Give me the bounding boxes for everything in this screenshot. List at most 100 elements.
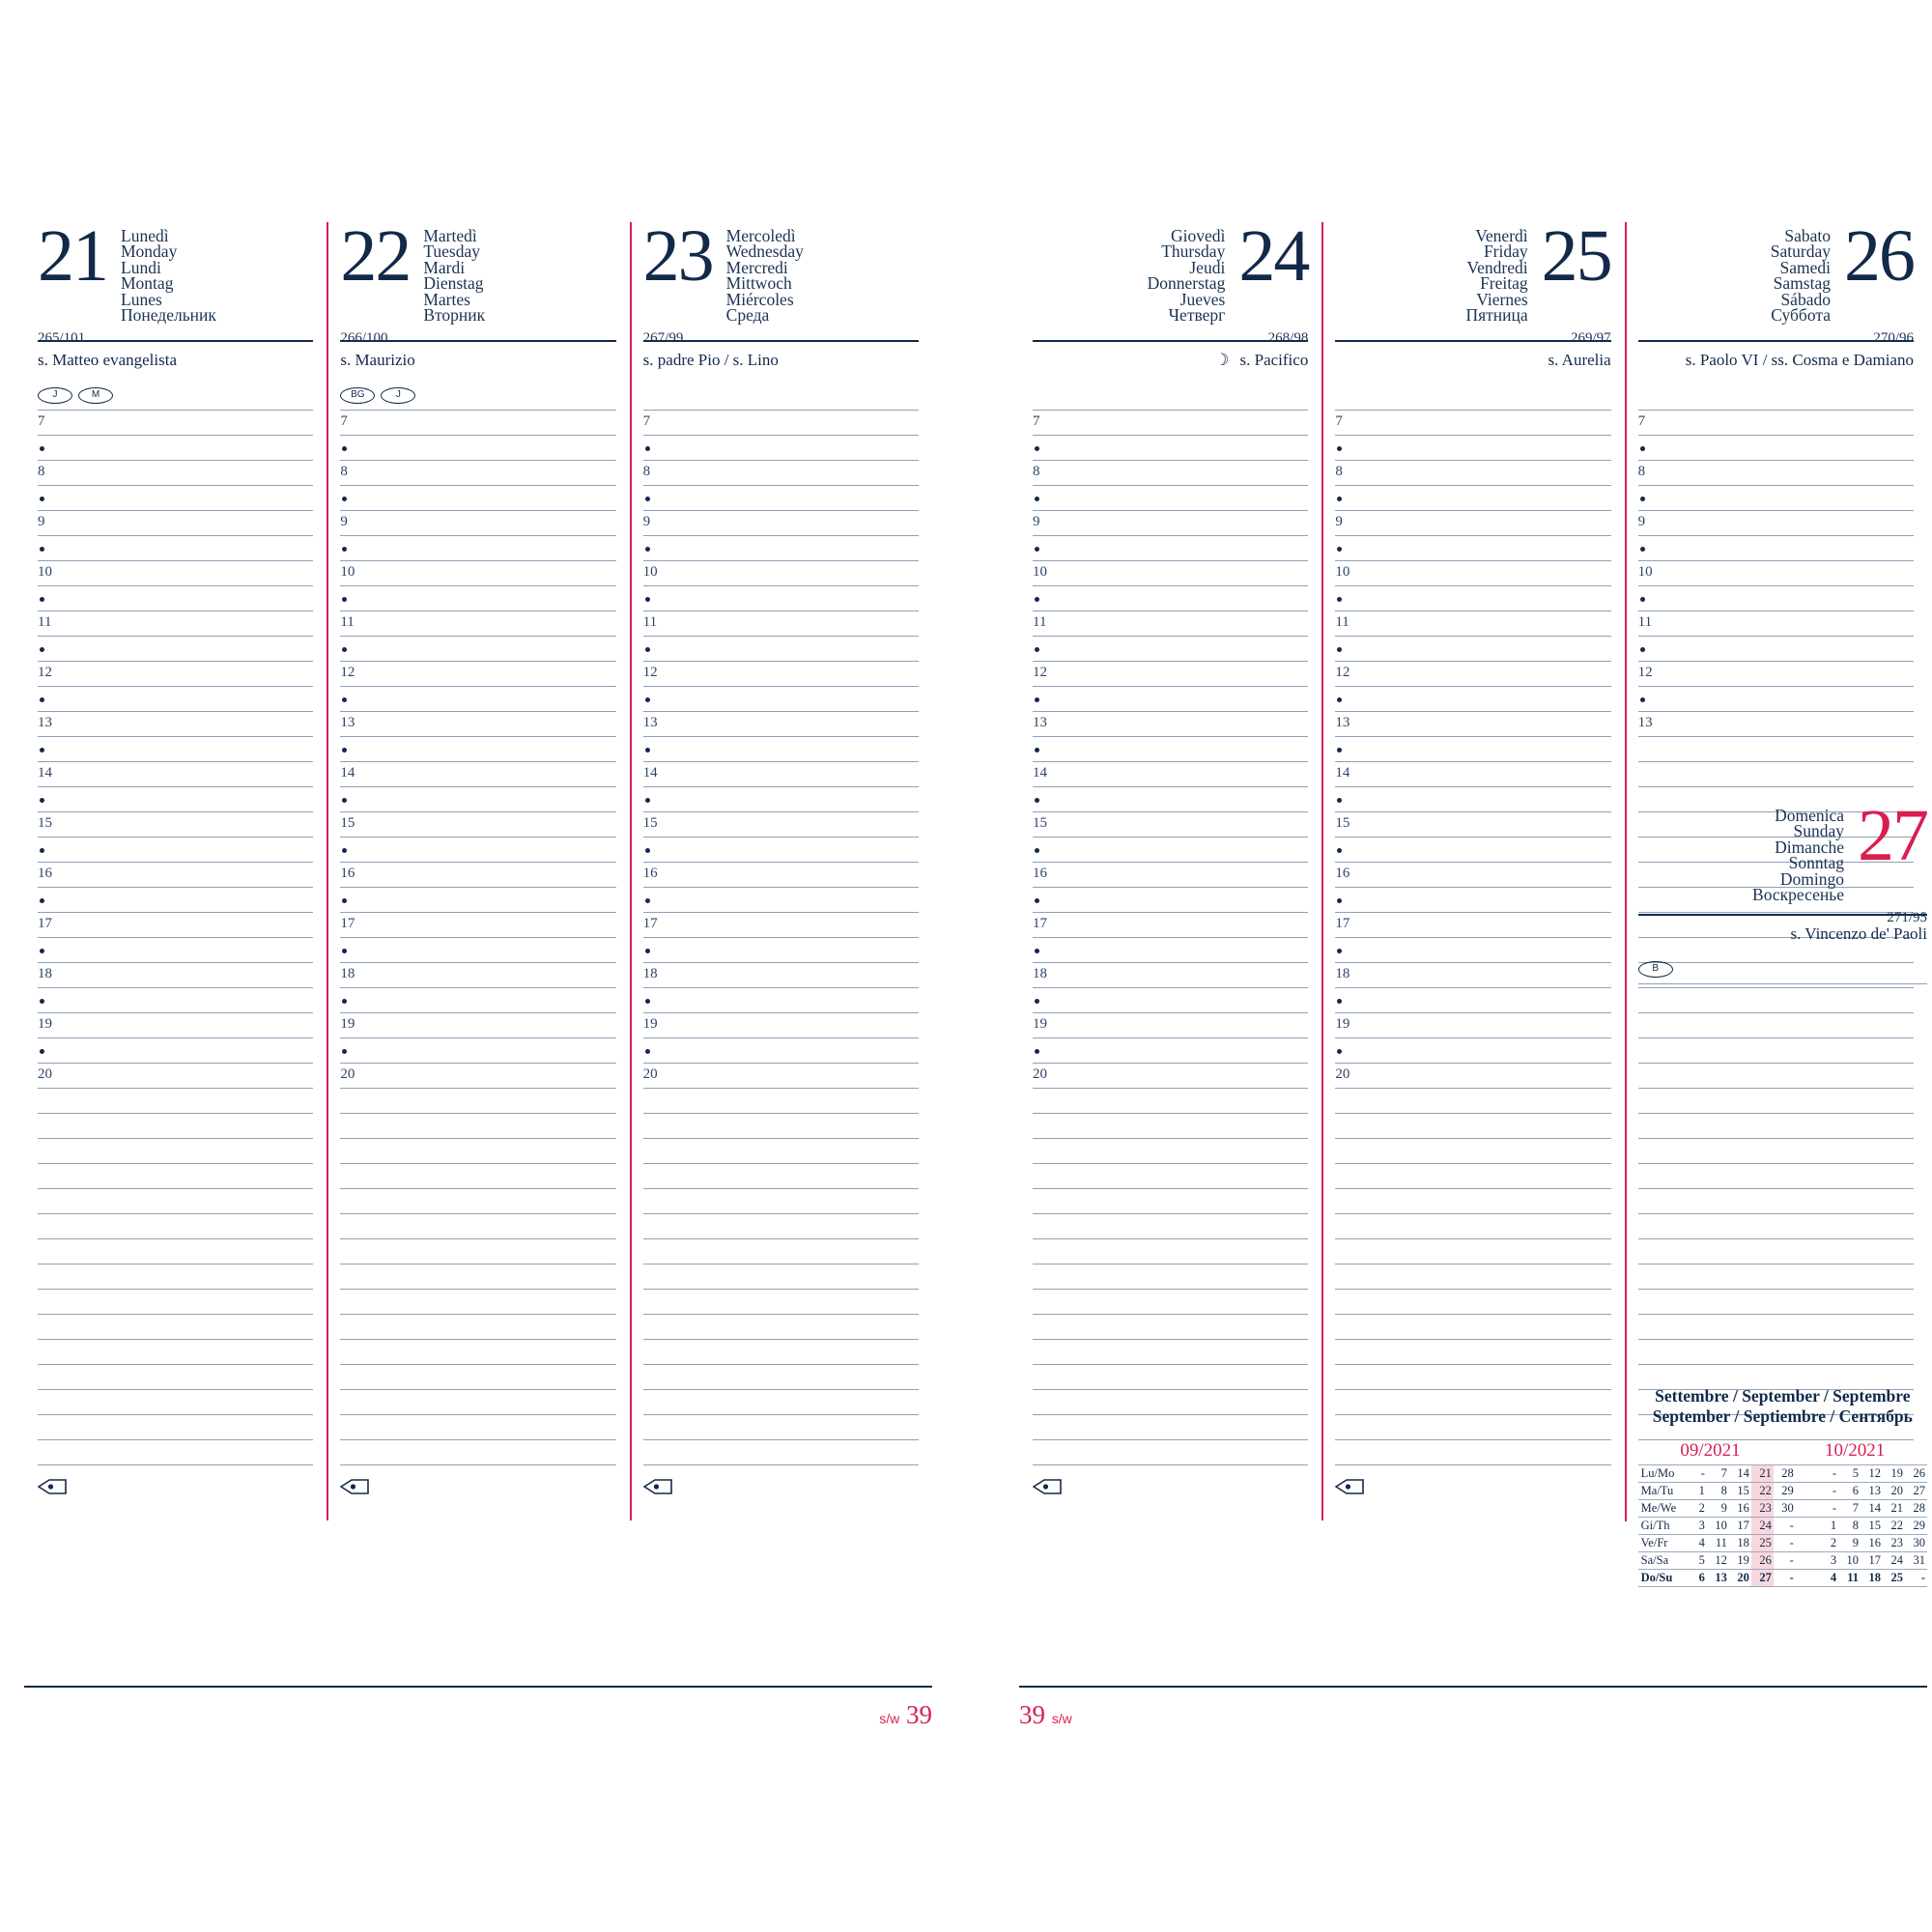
hour-row[interactable]: 17 xyxy=(642,913,919,938)
half-hour-row[interactable] xyxy=(38,436,314,461)
half-hour-row[interactable] xyxy=(642,536,919,561)
empty-row[interactable] xyxy=(38,1440,314,1465)
mini-cal-cell-october[interactable]: 18 xyxy=(1861,1569,1883,1587)
empty-row[interactable] xyxy=(642,1239,919,1264)
mini-cal-cell-september[interactable]: - xyxy=(1773,1517,1796,1535)
empty-row[interactable] xyxy=(1335,1239,1611,1264)
half-hour-row[interactable] xyxy=(1637,586,1914,611)
half-hour-row[interactable] xyxy=(1033,888,1309,913)
hour-row[interactable]: 18 xyxy=(38,963,314,988)
hour-row[interactable]: 16 xyxy=(1033,863,1309,888)
hour-row[interactable]: 20 xyxy=(1335,1064,1611,1089)
empty-row[interactable] xyxy=(1033,1365,1309,1390)
half-hour-row[interactable] xyxy=(1637,486,1914,511)
empty-row[interactable] xyxy=(642,1365,919,1390)
empty-row[interactable] xyxy=(1335,1264,1611,1290)
hour-row[interactable]: 10 xyxy=(1033,561,1309,586)
empty-row[interactable] xyxy=(642,1164,919,1189)
mini-cal-cell-october[interactable]: 10 xyxy=(1838,1551,1861,1570)
empty-row[interactable] xyxy=(1637,1114,1914,1139)
hour-row[interactable]: 12 xyxy=(340,662,616,687)
empty-row[interactable] xyxy=(1033,1139,1309,1164)
empty-row[interactable] xyxy=(1033,1340,1309,1365)
half-hour-row[interactable] xyxy=(1335,586,1611,611)
half-hour-row[interactable] xyxy=(1335,687,1611,712)
half-hour-row[interactable] xyxy=(1335,938,1611,963)
day-badge[interactable]: J xyxy=(38,386,72,404)
mini-cal-cell-september[interactable]: 5 xyxy=(1692,1551,1707,1570)
empty-row[interactable] xyxy=(642,1114,919,1139)
mini-cal-cell-september[interactable]: - xyxy=(1773,1534,1796,1552)
empty-row[interactable] xyxy=(340,1164,616,1189)
mini-cal-cell-september[interactable]: 11 xyxy=(1706,1534,1729,1552)
half-hour-row[interactable] xyxy=(340,787,616,812)
half-hour-row[interactable] xyxy=(642,938,919,963)
half-hour-row[interactable] xyxy=(642,436,919,461)
empty-row[interactable] xyxy=(340,1365,616,1390)
empty-row[interactable] xyxy=(1637,737,1914,762)
half-hour-row[interactable] xyxy=(642,1038,919,1064)
mini-cal-cell-october[interactable]: 22 xyxy=(1883,1517,1905,1535)
hour-row[interactable]: 17 xyxy=(1335,913,1611,938)
empty-row[interactable] xyxy=(1637,812,1914,838)
empty-row[interactable] xyxy=(38,1264,314,1290)
hour-row[interactable]: 9 xyxy=(38,511,314,536)
hour-row[interactable]: 11 xyxy=(1335,611,1611,637)
mini-cal-cell-september[interactable]: 9 xyxy=(1706,1499,1729,1518)
empty-row[interactable] xyxy=(1637,1415,1914,1440)
mini-cal-cell-october[interactable]: 19 xyxy=(1883,1464,1905,1483)
empty-row[interactable] xyxy=(1637,888,1914,913)
half-hour-row[interactable] xyxy=(1637,436,1914,461)
mini-cal-cell-september[interactable]: 14 xyxy=(1728,1464,1751,1483)
empty-row[interactable] xyxy=(38,1365,314,1390)
empty-row[interactable] xyxy=(38,1239,314,1264)
empty-row[interactable] xyxy=(1637,1013,1914,1038)
empty-row[interactable] xyxy=(1335,1415,1611,1440)
mini-cal-cell-september[interactable]: 19 xyxy=(1728,1551,1751,1570)
half-hour-row[interactable] xyxy=(38,586,314,611)
half-hour-row[interactable] xyxy=(1033,938,1309,963)
empty-row[interactable] xyxy=(1637,863,1914,888)
hour-row[interactable]: 14 xyxy=(642,762,919,787)
empty-row[interactable] xyxy=(1637,1239,1914,1264)
half-hour-row[interactable] xyxy=(38,1038,314,1064)
hour-row[interactable]: 8 xyxy=(340,461,616,486)
half-hour-row[interactable] xyxy=(642,988,919,1013)
half-hour-row[interactable] xyxy=(642,486,919,511)
mini-cal-cell-september[interactable]: 22 xyxy=(1750,1482,1774,1500)
hour-row[interactable]: 18 xyxy=(642,963,919,988)
half-hour-row[interactable] xyxy=(38,888,314,913)
hour-row[interactable]: 14 xyxy=(1335,762,1611,787)
hour-row[interactable]: 9 xyxy=(1335,511,1611,536)
day-badge[interactable]: B xyxy=(1637,960,1673,978)
half-hour-row[interactable] xyxy=(38,687,314,712)
empty-row[interactable] xyxy=(1033,1290,1309,1315)
mini-cal-cell-september[interactable]: 29 xyxy=(1773,1482,1796,1500)
half-hour-row[interactable] xyxy=(38,637,314,662)
hour-row[interactable]: 13 xyxy=(642,712,919,737)
hour-row[interactable]: 10 xyxy=(1637,561,1914,586)
mini-cal-cell-september[interactable]: 3 xyxy=(1692,1517,1707,1535)
hour-row[interactable]: 17 xyxy=(340,913,616,938)
mini-cal-cell-september[interactable]: 6 xyxy=(1692,1569,1707,1587)
half-hour-row[interactable] xyxy=(1033,687,1309,712)
empty-row[interactable] xyxy=(340,1415,616,1440)
empty-row[interactable] xyxy=(1335,1390,1611,1415)
empty-row[interactable] xyxy=(340,1114,616,1139)
note-area[interactable] xyxy=(642,1465,919,1494)
hour-row[interactable]: 7 xyxy=(38,411,314,436)
half-hour-row[interactable] xyxy=(1637,687,1914,712)
empty-row[interactable] xyxy=(1637,988,1914,1013)
hour-row[interactable]: 19 xyxy=(1033,1013,1309,1038)
empty-row[interactable] xyxy=(340,1139,616,1164)
hour-row[interactable]: 12 xyxy=(1033,662,1309,687)
half-hour-row[interactable] xyxy=(1033,536,1309,561)
hour-row[interactable]: 8 xyxy=(1033,461,1309,486)
empty-row[interactable] xyxy=(1033,1164,1309,1189)
half-hour-row[interactable] xyxy=(1033,486,1309,511)
half-hour-row[interactable] xyxy=(1033,586,1309,611)
hour-row[interactable]: 9 xyxy=(340,511,616,536)
hour-row[interactable]: 10 xyxy=(340,561,616,586)
hour-row[interactable]: 13 xyxy=(1637,712,1914,737)
hour-row[interactable]: 17 xyxy=(1033,913,1309,938)
